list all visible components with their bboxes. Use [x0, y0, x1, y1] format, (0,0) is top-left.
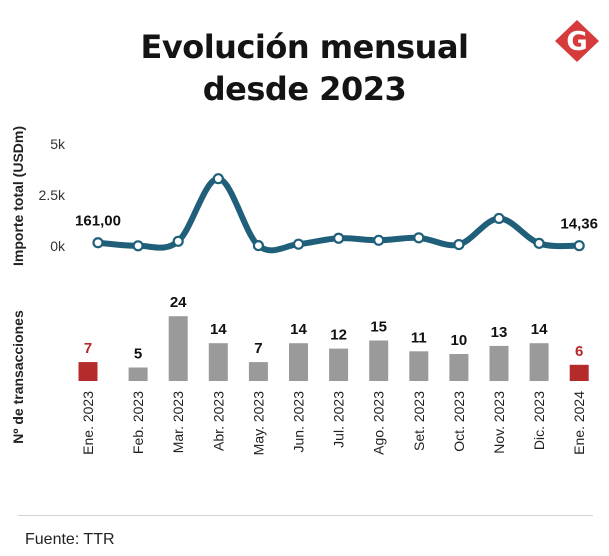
line-chart-data-labels: 161,00 14,36: [75, 213, 598, 233]
line-data-label: 161,00: [75, 213, 121, 230]
bar-ene-2023: [78, 362, 98, 381]
bar-data-label: 13: [491, 324, 508, 341]
line-point: [533, 237, 545, 249]
line-point: [132, 240, 144, 252]
bar-data-label: 10: [451, 332, 468, 349]
chart-title-line-1: Evolución mensual: [140, 28, 469, 66]
bar-ene-2024: [569, 364, 589, 381]
bar-jul-2023: [329, 348, 349, 381]
bar-oct-2023: [449, 354, 469, 381]
x-tick-label: Ene. 2023: [80, 391, 96, 455]
bar-data-label: 6: [575, 343, 583, 360]
line-series-points: [92, 173, 585, 252]
line-point: [292, 238, 305, 250]
bar-data-label: 7: [84, 340, 92, 357]
line-point: [373, 234, 385, 246]
line-point: [172, 235, 184, 247]
bar-may-2023: [248, 362, 268, 381]
line-point: [333, 232, 345, 244]
x-tick-label: Mar. 2023: [170, 391, 186, 453]
bar-dic-2023: [529, 343, 549, 381]
bar-data-label: 11: [411, 329, 427, 346]
line-point: [252, 239, 264, 252]
bar-chart-bars: [78, 316, 589, 381]
bar-data-label: 24: [170, 294, 187, 311]
bar-data-label: 14: [210, 321, 227, 338]
x-tick-label: Ene. 2024: [571, 391, 587, 455]
bar-ago-2023: [369, 340, 389, 381]
source-note: Fuente: TTR: [25, 531, 115, 548]
x-tick-label: May. 2023: [250, 391, 266, 456]
chart-area: Importe total (USDm) Nº de transacciones…: [10, 126, 598, 456]
chart-title-line-2: desde 2023: [202, 70, 407, 108]
x-tick-label: Jul. 2023: [331, 391, 347, 448]
bar-mar-2023: [168, 316, 188, 381]
chart-title: Evolución mensual desde 2023: [0, 26, 609, 110]
bar-data-label: 15: [370, 319, 387, 336]
line-chart-y-tick-label: 2.5k: [39, 187, 66, 203]
line-data-label: 14,36: [560, 216, 598, 233]
line-chart-y-tick-label: 0k: [50, 238, 66, 254]
x-axis-tick-labels: Ene. 2023 Feb. 2023 Mar. 2023 Abr. 2023 May.…: [80, 391, 587, 456]
x-tick-label: Abr. 2023: [210, 391, 226, 451]
bar-feb-2023: [128, 367, 148, 381]
bar-data-label: 5: [134, 346, 142, 363]
footer-divider: [18, 515, 593, 516]
bar-data-label: 7: [254, 340, 262, 357]
x-tick-label: Dic. 2023: [531, 391, 547, 450]
line-point: [493, 212, 505, 225]
bar-chart-data-labels: 7 5 24 14 7 14 12 15 11 10 13 14 6: [84, 294, 584, 362]
x-tick-label: Feb. 2023: [130, 391, 146, 454]
bar-nov-2023: [489, 345, 509, 381]
x-tick-label: Jun. 2023: [291, 391, 307, 453]
line-point: [413, 232, 425, 244]
bar-data-label: 12: [330, 327, 347, 344]
bar-data-label: 14: [290, 321, 307, 338]
line-chart-y-tick-label: 5k: [50, 136, 66, 152]
line-point: [212, 173, 224, 185]
x-tick-label: Ago. 2023: [371, 391, 387, 455]
x-tick-label: Oct. 2023: [451, 391, 467, 452]
line-chart-y-axis-label: Importe total (USDm): [10, 126, 26, 266]
bar-chart-y-axis-label: Nº de transacciones: [10, 310, 26, 444]
bar-jun-2023: [289, 343, 308, 381]
bar-set-2023: [409, 351, 429, 381]
line-point: [573, 240, 585, 252]
line-point: [453, 238, 465, 251]
x-tick-label: Set. 2023: [411, 391, 427, 451]
bar-data-label: 14: [531, 321, 548, 338]
line-point: [92, 237, 104, 249]
bar-abr-2023: [208, 343, 228, 381]
line-chart-y-ticks: 5k 2.5k 0k: [39, 136, 66, 254]
x-tick-label: Nov. 2023: [491, 391, 507, 454]
